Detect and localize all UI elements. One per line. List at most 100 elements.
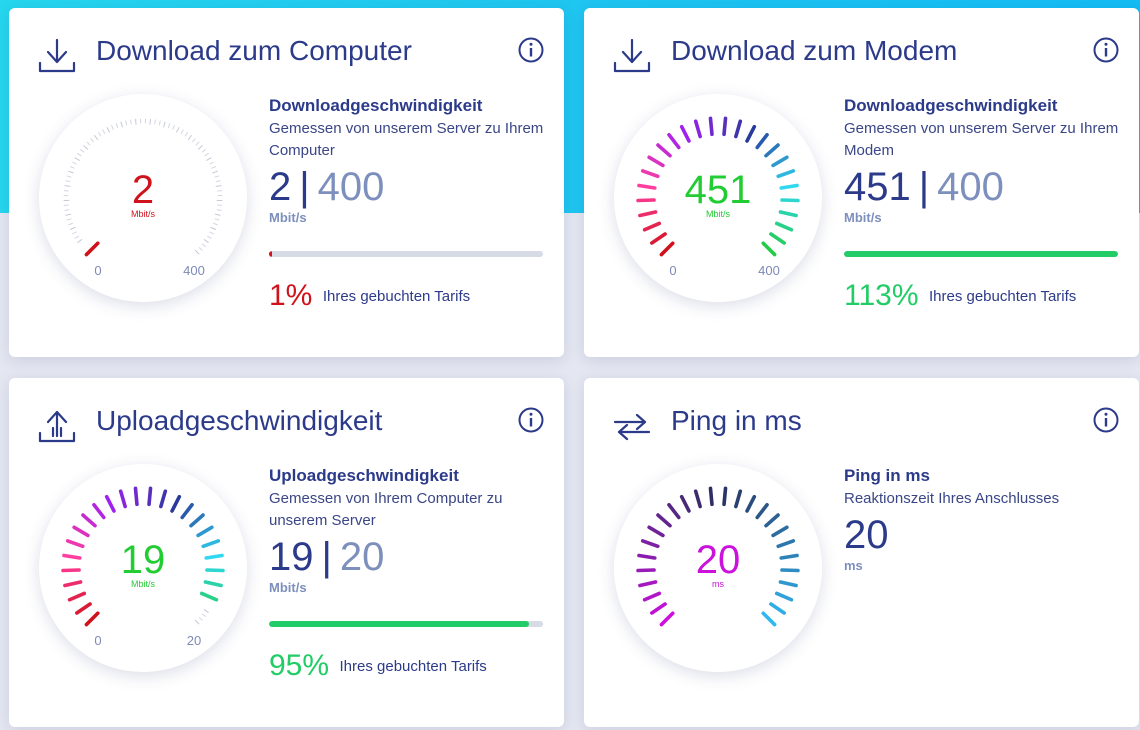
gauge-unit: Mbit/s bbox=[705, 209, 730, 219]
gauge-tick bbox=[761, 241, 777, 257]
gauge-tick bbox=[106, 127, 110, 133]
download-computer-card: Download zum Computer 2 Mbit/s 0 400 Dow… bbox=[9, 8, 564, 357]
gauge-value: 2 bbox=[131, 168, 155, 212]
gauge-tick bbox=[198, 247, 203, 251]
gauge-tick bbox=[755, 132, 769, 150]
info-icon[interactable] bbox=[1092, 406, 1120, 434]
gauge-tick bbox=[722, 486, 728, 507]
gauge-tick bbox=[65, 539, 85, 549]
gauge-tick bbox=[176, 127, 180, 133]
tariff-progress-fill bbox=[269, 621, 530, 627]
gauge-tick bbox=[77, 153, 82, 157]
metric-description: Gemessen von Ihrem Computer zu unserem S… bbox=[269, 490, 503, 529]
gauge-unit: ms bbox=[712, 579, 724, 589]
upload-icon bbox=[38, 410, 76, 443]
tariff-percent-label: Ihres gebuchten Tarifs bbox=[322, 287, 471, 305]
gauge-tick bbox=[67, 591, 87, 602]
gauge-tick bbox=[206, 157, 212, 161]
gauge-tick bbox=[120, 121, 123, 128]
speed-gauge: 19 Mbit/s 0 20 bbox=[36, 461, 250, 675]
ping-arrows-icon bbox=[613, 413, 651, 441]
gauge-tick bbox=[201, 613, 206, 617]
gauge-tick bbox=[61, 568, 81, 573]
gauge-tick bbox=[215, 180, 221, 183]
booked-speed: 400 bbox=[937, 165, 1004, 209]
gauge-tick bbox=[62, 553, 82, 560]
info-icon[interactable] bbox=[517, 36, 545, 64]
gauge-tick bbox=[769, 602, 786, 615]
metric-info: Downloadgeschwindigkeit Gemessen von uns… bbox=[269, 96, 549, 312]
gauge-tick bbox=[72, 525, 90, 538]
gauge-tick bbox=[213, 222, 218, 226]
gauge-tick bbox=[745, 124, 757, 143]
gauge-tick bbox=[72, 231, 77, 235]
gauge-tick bbox=[204, 553, 224, 560]
metric-title: Ping in ms bbox=[844, 466, 930, 485]
separator: | bbox=[918, 165, 930, 209]
gauge-tick bbox=[111, 124, 114, 130]
speed-gauge: 2 Mbit/s 0 400 bbox=[36, 91, 250, 305]
tariff-percent-label: Ihres gebuchten Tarifs bbox=[928, 287, 1077, 305]
gauge-max-label: 20 bbox=[186, 633, 202, 648]
speed-unit: Mbit/s bbox=[844, 210, 882, 225]
gauge-tick bbox=[771, 525, 789, 538]
separator: | bbox=[321, 535, 332, 579]
gauge-tick bbox=[194, 249, 200, 255]
gauge-tick bbox=[659, 611, 675, 627]
separator: | bbox=[299, 165, 310, 209]
gauge-tick bbox=[66, 175, 72, 178]
upload-card: Uploadgeschwindigkeit 19 Mbit/s 0 20 Upl… bbox=[9, 378, 564, 727]
gauge-tick bbox=[642, 591, 662, 602]
download-modem-card: Download zum Modem 451 Mbit/s 0 400 Down… bbox=[584, 8, 1139, 357]
gauge-min-label: 0 bbox=[94, 263, 102, 278]
gauge-tick bbox=[199, 591, 219, 602]
tariff-progress-bar bbox=[269, 251, 543, 257]
gauge-tick bbox=[693, 489, 702, 509]
gauge-tick bbox=[84, 241, 100, 257]
card-title: Ping in ms bbox=[671, 405, 802, 436]
gauge-tick bbox=[72, 161, 77, 165]
gauge-tick bbox=[167, 123, 171, 128]
tariff-progress-bar bbox=[844, 251, 1118, 257]
gauge-tick bbox=[204, 153, 209, 157]
gauge-tick bbox=[203, 580, 223, 588]
gauge-tick bbox=[214, 175, 220, 178]
gauge-tick bbox=[769, 232, 786, 245]
info-icon[interactable] bbox=[517, 406, 545, 434]
gauge-ticks bbox=[636, 486, 800, 627]
gauge-tick bbox=[734, 489, 743, 509]
metric-info: Ping in ms Reaktionszeit Ihres Anschluss… bbox=[844, 466, 1124, 573]
gauge-tick bbox=[196, 525, 214, 538]
gauge-tick bbox=[68, 170, 74, 174]
info-icon[interactable] bbox=[1092, 36, 1120, 64]
gauge-tick bbox=[214, 213, 221, 216]
gauge-tick bbox=[159, 489, 168, 509]
speed-readout: 2 | 400 bbox=[269, 166, 549, 208]
gauge-tick bbox=[64, 209, 70, 211]
gauge-tick bbox=[92, 502, 106, 520]
gauge-tick bbox=[180, 502, 194, 520]
gauge-tick bbox=[780, 568, 800, 573]
gauge-tick bbox=[125, 120, 128, 126]
metric-title: Downloadgeschwindigkeit bbox=[269, 96, 483, 115]
gauge-tick bbox=[212, 170, 218, 174]
card-title: Download zum Modem bbox=[671, 35, 958, 66]
gauge-tick bbox=[650, 602, 667, 615]
gauge-tick bbox=[201, 539, 221, 549]
gauge-tick bbox=[679, 494, 691, 513]
metric-description: Gemessen von unserem Server zu Ihrem Mod… bbox=[844, 120, 1119, 159]
gauge-tick bbox=[189, 513, 205, 528]
tariff-percent: 95% Ihres gebuchten Tarifs bbox=[269, 649, 487, 683]
gauge-tick bbox=[133, 486, 139, 507]
gauge-tick bbox=[201, 149, 206, 153]
gauge-tick bbox=[187, 135, 192, 141]
gauge-tick bbox=[209, 161, 214, 165]
speed-readout: 19 | 20 bbox=[269, 536, 549, 578]
gauge-tick bbox=[215, 185, 222, 187]
gauge-tick bbox=[154, 119, 156, 125]
tariff-percent-value: 95% bbox=[269, 649, 330, 682]
gauge-tick bbox=[778, 580, 798, 588]
gauge-tick bbox=[194, 619, 200, 625]
gauge-tick bbox=[776, 539, 796, 549]
gauge-tick bbox=[734, 119, 743, 139]
